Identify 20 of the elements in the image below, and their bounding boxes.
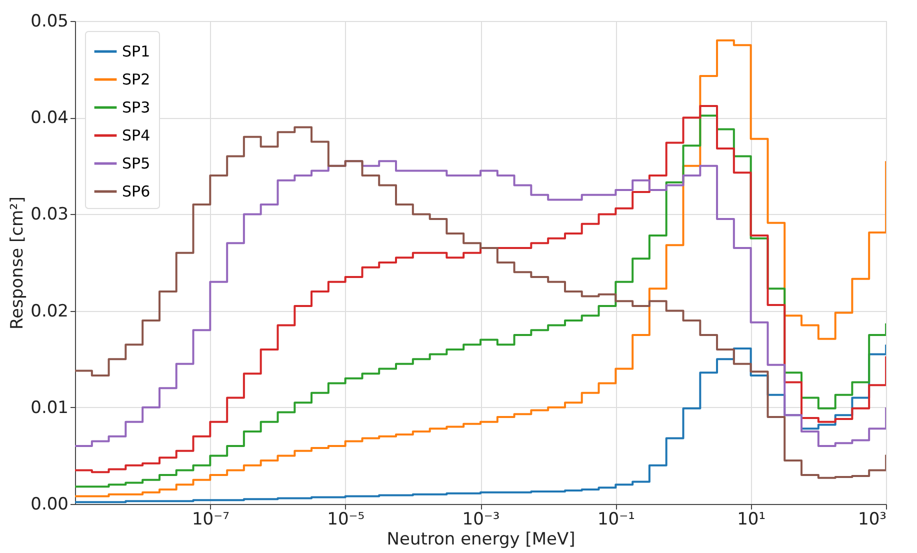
y-tick-label: 0.05: [30, 12, 68, 32]
legend-label: SP1: [122, 42, 150, 60]
legend-label: SP4: [122, 126, 150, 144]
x-tick-label: 10¹: [737, 510, 766, 530]
legend-label: SP5: [122, 154, 150, 172]
y-tick-label: 0.00: [30, 494, 68, 514]
x-tick-label: 10⁻⁷: [192, 510, 230, 530]
x-tick-label: 10³: [858, 510, 886, 530]
y-tick-label: 0.04: [30, 108, 68, 128]
y-axis-title: Response [cm²]: [8, 196, 28, 330]
y-tick-label: 0.01: [30, 398, 68, 418]
x-axis-title: Neutron energy [MeV]: [386, 530, 576, 550]
y-tick-label: 0.02: [30, 301, 68, 322]
legend-label: SP3: [122, 98, 150, 116]
y-tick-label: 0.03: [30, 204, 68, 225]
legend-label: SP2: [122, 70, 150, 88]
x-tick-label: 10⁻¹: [597, 510, 635, 530]
x-tick-label: 10⁻⁵: [327, 510, 365, 530]
x-tick-label: 10⁻³: [462, 510, 500, 530]
legend-label: SP6: [122, 182, 150, 200]
